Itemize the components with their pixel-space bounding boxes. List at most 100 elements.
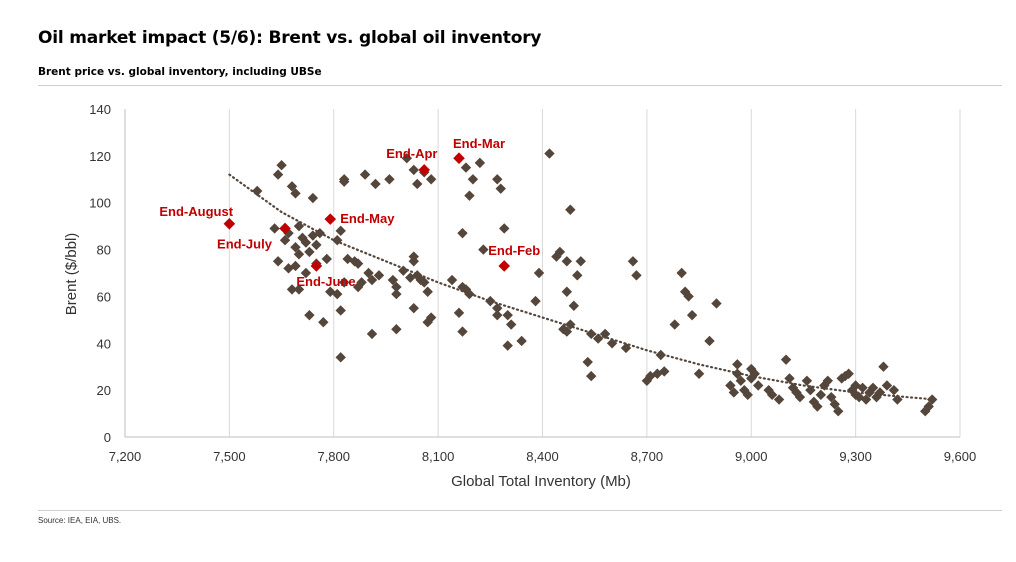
data-point <box>805 384 816 396</box>
data-point <box>881 380 893 391</box>
data-point <box>332 235 343 246</box>
highlight-label: End-Feb <box>488 243 540 258</box>
data-point <box>892 394 903 405</box>
x-tick-label: 8,700 <box>631 449 664 464</box>
data-point <box>408 251 419 262</box>
data-point <box>492 302 503 314</box>
x-axis-label: Global Total Inventory (Mb) <box>451 473 631 490</box>
data-point <box>335 352 346 363</box>
data-point <box>725 380 736 391</box>
data-point <box>505 319 517 330</box>
data-point <box>425 312 437 323</box>
highlight-label: End-July <box>217 236 273 251</box>
data-point <box>290 260 301 272</box>
data-point <box>321 253 332 265</box>
highlight-label: End-Mar <box>453 136 505 151</box>
data-point <box>846 384 858 396</box>
highlight-point <box>279 222 291 235</box>
y-tick-label: 140 <box>89 102 111 117</box>
data-point <box>860 394 872 405</box>
data-point <box>735 375 747 386</box>
data-point <box>457 227 468 239</box>
highlight-point <box>498 260 511 272</box>
data-point <box>332 288 343 300</box>
y-tick-label: 40 <box>97 336 111 351</box>
top-divider <box>38 85 1002 86</box>
x-tick-label: 9,600 <box>944 449 977 464</box>
data-point <box>516 335 527 347</box>
data-point <box>561 326 573 337</box>
chart-subtitle: Brent price vs. global inventory, includ… <box>38 66 322 78</box>
data-point <box>286 284 298 295</box>
x-tick-label: 7,800 <box>317 449 350 464</box>
data-point <box>391 281 402 293</box>
y-tick-label: 0 <box>104 430 111 445</box>
data-point <box>923 401 934 412</box>
data-point <box>290 188 301 199</box>
data-point <box>533 267 545 279</box>
data-point <box>492 174 503 185</box>
data-point <box>627 256 639 267</box>
data-point <box>398 265 409 276</box>
data-point <box>307 230 319 241</box>
data-point <box>359 169 371 180</box>
data-point <box>391 288 402 300</box>
data-point <box>464 190 475 201</box>
data-point <box>446 274 458 286</box>
bottom-divider <box>38 510 1002 511</box>
data-point <box>850 380 861 391</box>
data-point <box>485 295 496 307</box>
y-tick-label: 60 <box>97 289 111 304</box>
data-point <box>822 375 833 386</box>
highlight-point <box>310 260 323 272</box>
x-tick-label: 8,400 <box>526 449 559 464</box>
data-point <box>412 178 423 190</box>
data-point <box>558 324 569 335</box>
highlight-label: End-June <box>296 274 355 289</box>
data-point <box>679 286 691 297</box>
data-point <box>422 286 433 297</box>
data-point <box>335 225 346 237</box>
axis-labels: Global Total Inventory (Mb) Brent ($/bbl… <box>63 233 631 490</box>
data-point <box>704 335 715 347</box>
data-point <box>366 328 378 340</box>
data-point <box>888 384 900 396</box>
data-point <box>387 274 399 286</box>
data-point <box>457 326 468 337</box>
data-point <box>620 342 632 354</box>
x-tick-label: 7,200 <box>109 449 142 464</box>
data-point <box>286 181 298 192</box>
highlight-label: End-Apr <box>386 146 437 161</box>
data-point <box>693 368 705 379</box>
data-point <box>586 370 597 382</box>
data-point <box>307 192 319 204</box>
data-point <box>836 373 847 384</box>
data-point <box>318 317 329 328</box>
data-point <box>272 256 284 267</box>
data-point <box>464 288 475 300</box>
y-tick-label: 20 <box>97 383 111 398</box>
data-point <box>878 361 889 372</box>
data-point <box>269 223 280 234</box>
data-point <box>363 267 374 279</box>
data-point <box>926 394 938 405</box>
data-point <box>742 389 753 401</box>
data-point <box>293 284 305 295</box>
data-point <box>794 391 806 403</box>
data-point <box>676 267 687 279</box>
highlight-point <box>223 218 236 230</box>
highlight-label: End-August <box>159 204 233 219</box>
data-point <box>655 349 666 361</box>
x-tick-label: 9,300 <box>839 449 872 464</box>
data-point <box>711 298 722 309</box>
data-point <box>920 406 931 417</box>
data-point <box>829 399 840 410</box>
data-point <box>384 174 395 185</box>
y-tick-label: 80 <box>97 243 111 258</box>
data-point <box>686 309 698 321</box>
data-point <box>338 174 350 185</box>
history-points <box>252 148 938 417</box>
data-point <box>304 309 315 321</box>
data-point <box>631 270 642 281</box>
y-tick-label: 100 <box>89 196 111 211</box>
